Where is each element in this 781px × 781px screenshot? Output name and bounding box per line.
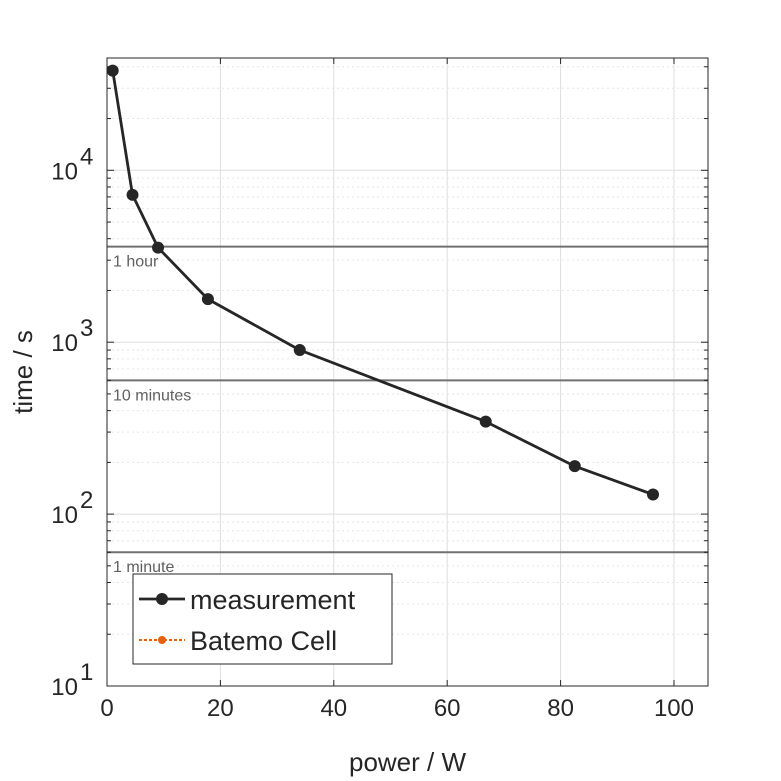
legend-item: measurement	[139, 585, 356, 615]
y-axis-label: time / s	[8, 330, 38, 414]
x-tick-label: 80	[547, 695, 574, 722]
x-tick-label: 40	[320, 695, 347, 722]
x-tick-label: 0	[100, 695, 113, 722]
data-point	[479, 415, 492, 428]
data-point	[568, 460, 581, 473]
legend-label: measurement	[190, 585, 356, 615]
y-tick-exponent: 2	[80, 487, 93, 514]
y-tick-exponent: 4	[80, 143, 93, 170]
y-tick-exponent: 1	[80, 659, 93, 686]
reference-lines: 1 hour 10 minutes 1 minute	[107, 245, 708, 576]
y-tick-label: 10	[51, 330, 78, 357]
legend-marker	[156, 593, 168, 605]
x-tick-label: 20	[207, 695, 234, 722]
data-point	[647, 488, 660, 501]
grid	[106, 58, 708, 687]
legend-box	[132, 573, 393, 665]
y-tick-label: 10	[51, 674, 78, 701]
reference-line-label: 1 hour	[113, 254, 159, 271]
data-point	[126, 188, 139, 201]
y-tick-label: 10	[51, 502, 78, 529]
legend-label: Batemo Cell	[190, 626, 337, 656]
data-point	[293, 344, 306, 357]
legend-item: Batemo Cell	[139, 626, 337, 656]
axes-box	[106, 57, 709, 687]
legend: measurement Batemo Cell	[132, 573, 393, 665]
data-point	[201, 293, 214, 306]
x-tick-label: 100	[654, 695, 694, 722]
y-tick-exponent: 3	[80, 315, 93, 342]
x-tick-label: 60	[434, 695, 461, 722]
x-axis-label: power / W	[349, 747, 466, 777]
reference-line-label: 1 minute	[113, 559, 174, 576]
data-point	[152, 241, 165, 254]
data-point	[106, 64, 119, 77]
series	[106, 64, 660, 501]
reference-line-label: 10 minutes	[113, 387, 191, 404]
series-line	[111, 70, 654, 496]
y-tick-label: 10	[51, 158, 78, 185]
legend-marker	[158, 636, 166, 644]
